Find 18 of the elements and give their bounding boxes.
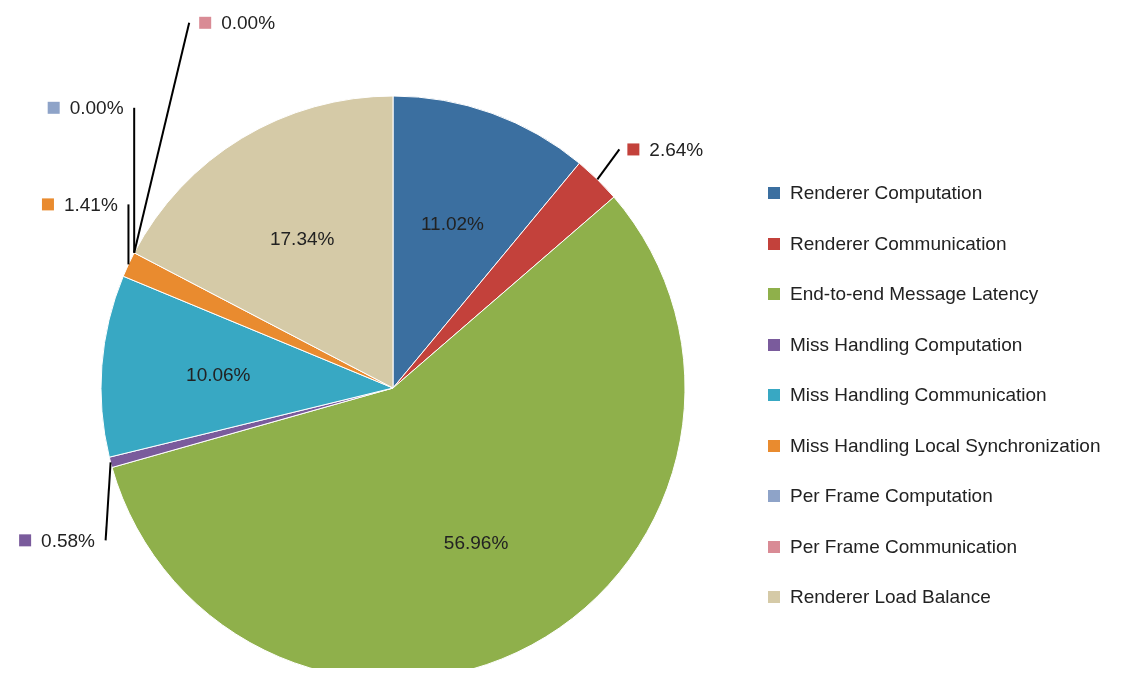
data-label: 56.96% [443, 531, 509, 553]
legend-label: Miss Handling Communication [790, 384, 1047, 407]
legend-label: Miss Handling Local Synchronization [790, 434, 1101, 457]
data-label: 10.06% [186, 364, 251, 386]
data-label: 0.58% [41, 529, 96, 551]
legend-label: Miss Handling Computation [790, 333, 1023, 356]
legend-label: End-to-end Message Latency [790, 283, 1039, 306]
legend-label: Renderer Load Balance [790, 586, 991, 609]
legend-label: Per Frame Communication [790, 535, 1018, 558]
legend-label: Renderer Communication [790, 232, 1007, 255]
text: 0.00% [221, 12, 276, 34]
legend-label: Per Frame Computation [790, 485, 993, 508]
text: 0.00% [69, 97, 124, 119]
data-label: 11.02% [420, 212, 485, 234]
data-label: 1.41% [63, 193, 118, 215]
legend-label: Renderer Computation [790, 182, 983, 205]
data-label: 17.34% [269, 227, 335, 249]
data-label: 2.64% [649, 138, 704, 160]
